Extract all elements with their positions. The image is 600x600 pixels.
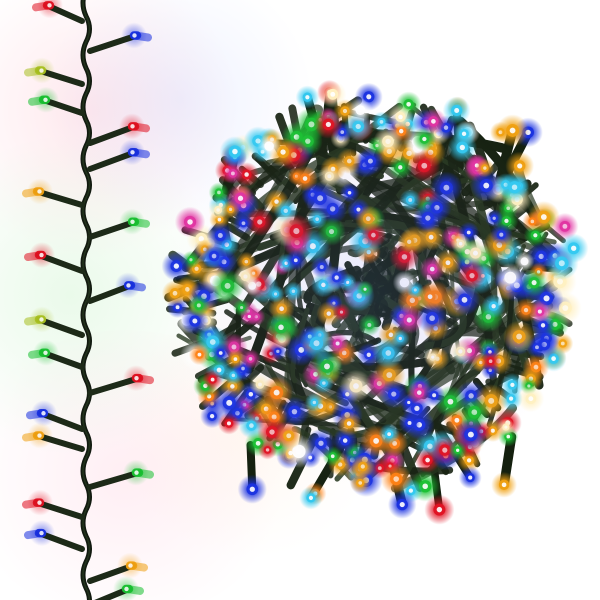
- led-bulb-8: [24, 242, 85, 274]
- tangled-light-bundle: [140, 70, 600, 530]
- led-bulb-9: [87, 272, 146, 304]
- led-bulb-7: [87, 208, 150, 240]
- led-bulb-5: [87, 139, 150, 172]
- led-bulb-6: [22, 178, 85, 208]
- led-bulb-0: [32, 0, 85, 24]
- led-bulb-13: [26, 400, 85, 432]
- led-bulb-12: [87, 365, 154, 396]
- led-bulb-10: [24, 306, 85, 338]
- led-bulb-16: [22, 489, 85, 520]
- led-bulb-18: [87, 552, 148, 584]
- led-bulb-15: [87, 459, 154, 490]
- led-bulb-2: [24, 57, 85, 87]
- led-bulb-1: [87, 22, 152, 54]
- led-bulb-19: [94, 575, 144, 600]
- led-bulb-11: [28, 339, 85, 370]
- led-bulb-14: [22, 422, 85, 452]
- led-bulb-3: [28, 86, 85, 116]
- strand-svg: [22, 0, 154, 600]
- led-bulb-4: [87, 113, 150, 146]
- bundle-svg: [158, 79, 589, 525]
- led-bulb-17: [24, 520, 85, 552]
- vertical-led-strand: [0, 0, 190, 600]
